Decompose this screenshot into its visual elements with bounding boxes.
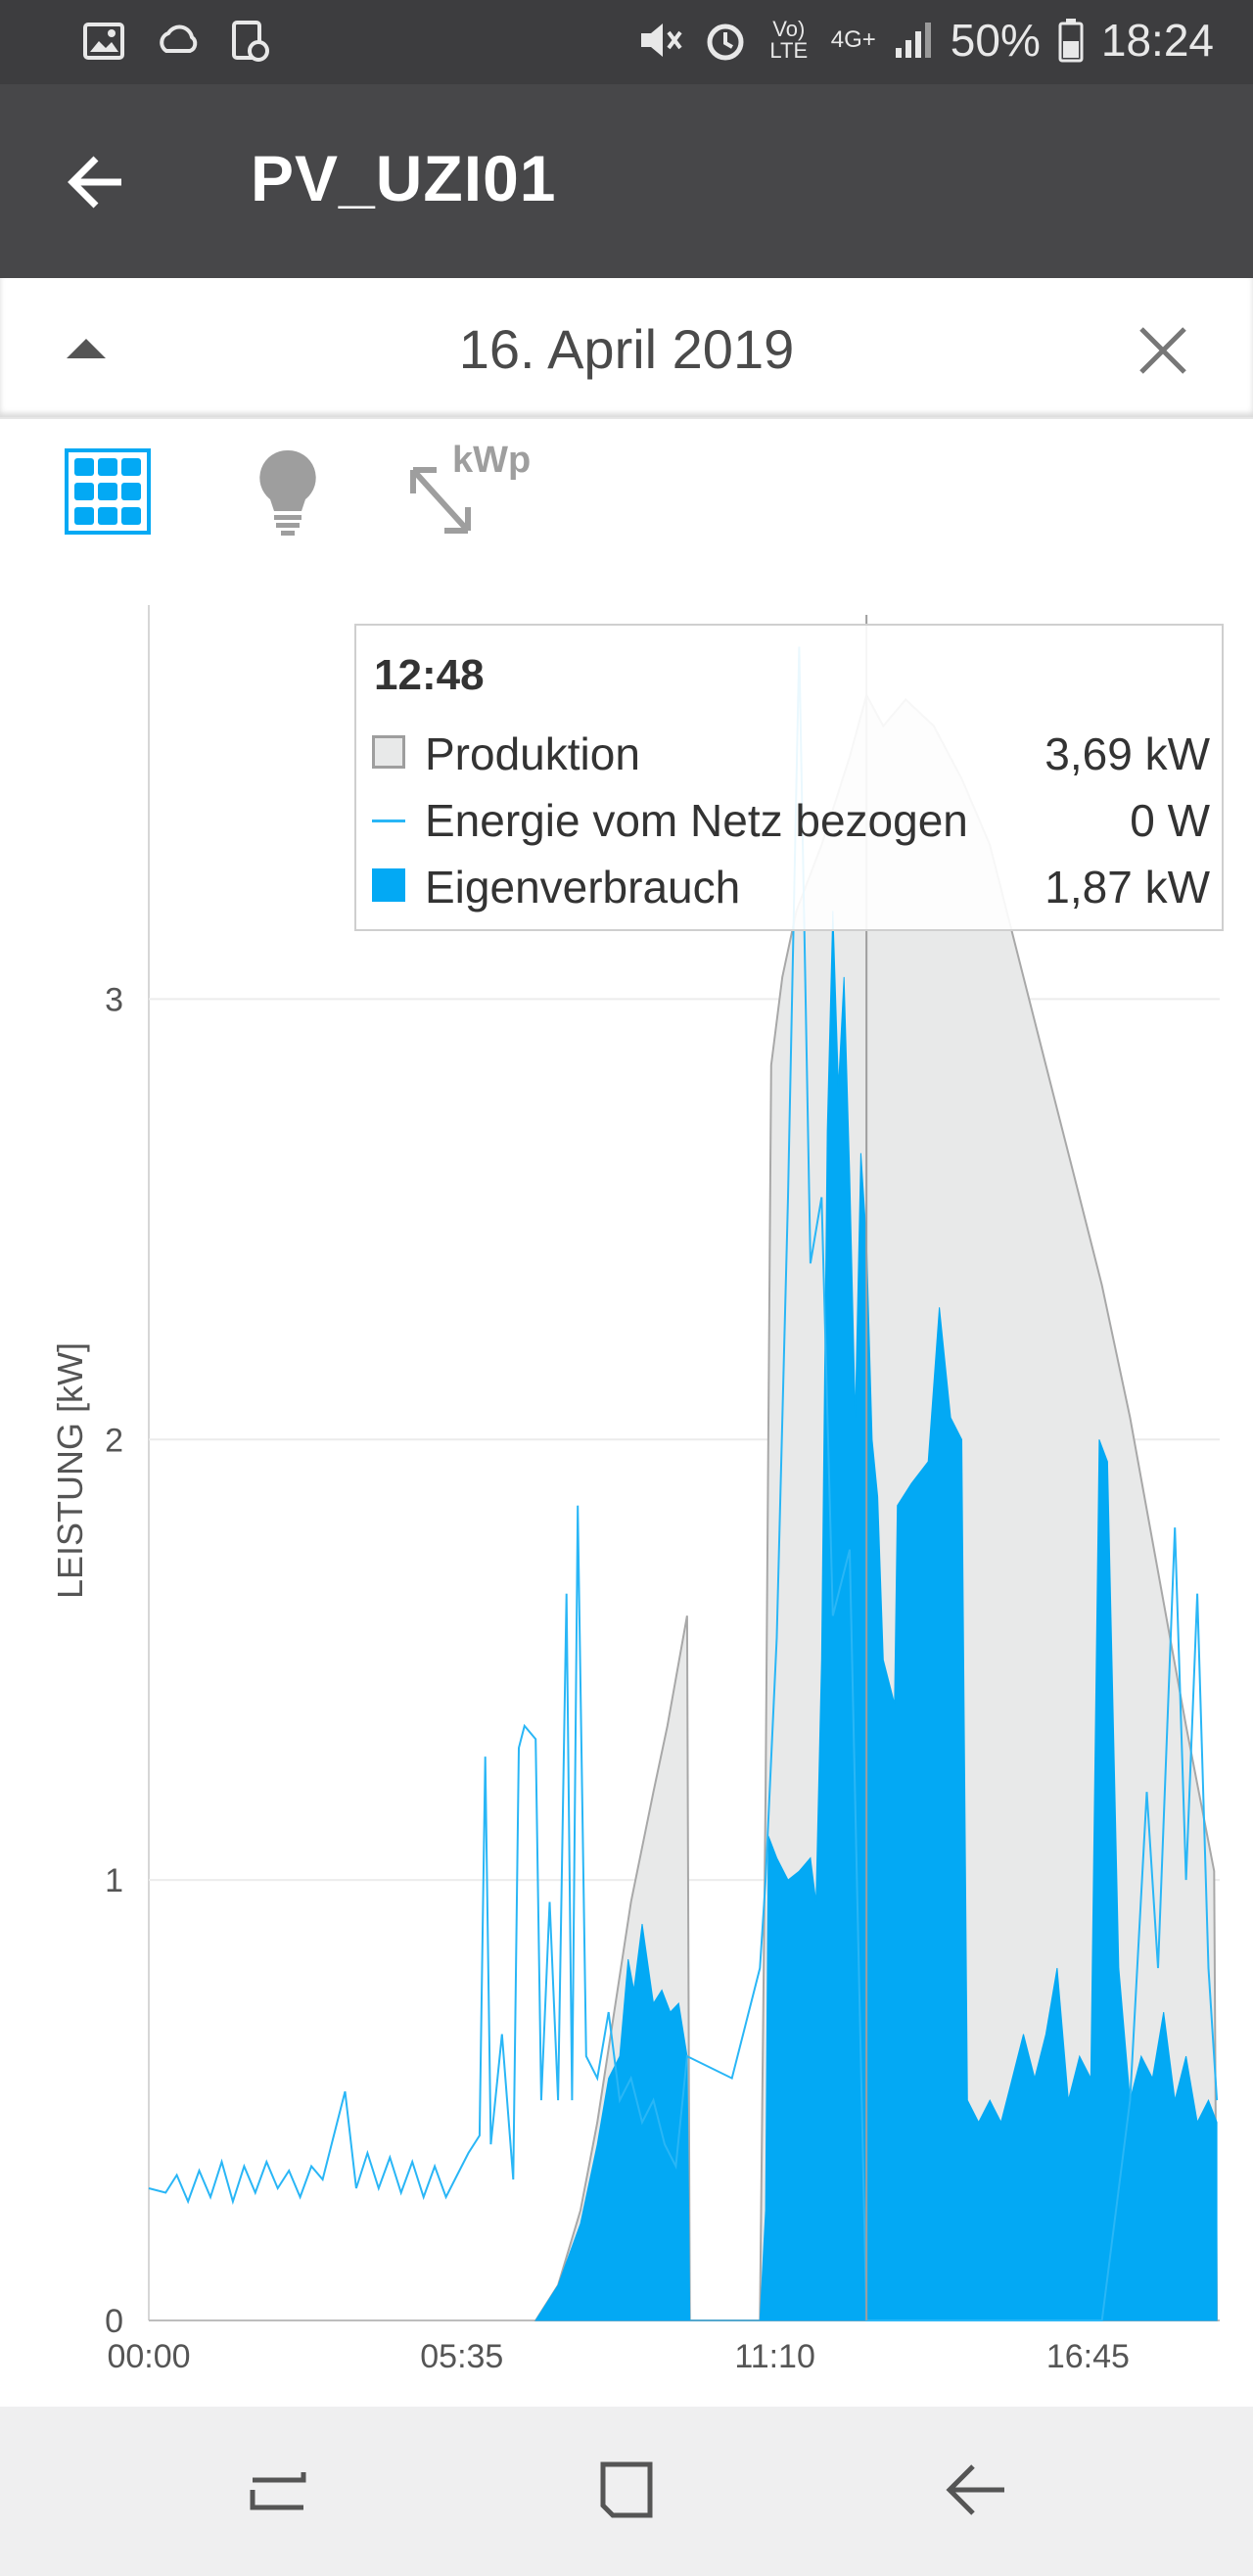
- y-tick-label: 3: [105, 981, 123, 1018]
- cloud-sync-icon: [160, 24, 198, 53]
- image-icon: [83, 23, 124, 60]
- system-icons: Vo) LTE 4G+ 50% 18:24: [637, 14, 1214, 67]
- series-netz-line: [148, 646, 1219, 2321]
- close-button[interactable]: [1134, 321, 1192, 380]
- solar-panel-button[interactable]: [65, 448, 151, 539]
- tooltip-time: 12:48: [374, 651, 485, 699]
- tooltip-label: Produktion: [425, 728, 640, 779]
- power-chart[interactable]: 0 1 2 3 00:00 05:35 11:10 16:45 LEISTUNG [kW]: [0, 566, 1253, 2407]
- recent-apps-button[interactable]: [239, 2451, 317, 2529]
- tooltip-label: Energie vom Netz bezogen: [425, 795, 968, 846]
- y-axis-label: LEISTUNG [kW]: [50, 1342, 90, 1599]
- signal-icon: [895, 23, 931, 58]
- system-nav-bar: [0, 2407, 1253, 2576]
- home-button[interactable]: [587, 2451, 666, 2529]
- kwp-scale-button[interactable]: kWp: [405, 437, 542, 549]
- tooltip-row-netz: Energie vom Netz bezogen 0 W: [372, 790, 1210, 849]
- netz-swatch: [372, 820, 405, 822]
- app-bar: PV_UZI01: [0, 84, 1253, 278]
- lightbulb-icon: [259, 449, 316, 536]
- recent-apps-icon: [250, 2472, 306, 2510]
- date-selector: 16. April 2019: [0, 278, 1253, 419]
- selected-date[interactable]: 16. April 2019: [458, 318, 795, 380]
- y-tick-label: 1: [105, 1862, 123, 1899]
- y-tick-label: 0: [105, 2303, 123, 2340]
- arrow-left-icon: [68, 156, 121, 209]
- chart-toolbar: kWp: [0, 419, 1253, 566]
- nav-back-button[interactable]: [938, 2451, 1016, 2529]
- series-eigenverbrauch-area: [534, 911, 1218, 2321]
- close-icon: [1139, 327, 1186, 374]
- tooltip-row-eigenverbrauch: Eigenverbrauch 1,87 kW: [372, 857, 1210, 915]
- solar-panel-icon: [65, 448, 151, 535]
- tooltip-value: 1,87 kW: [1044, 862, 1210, 913]
- alarm-icon: [707, 23, 744, 61]
- home-icon: [600, 2461, 653, 2518]
- consumption-button[interactable]: [255, 446, 321, 541]
- x-tick-label: 05:35: [420, 2338, 503, 2375]
- kwp-label: kWp: [452, 440, 531, 481]
- back-icon: [946, 2464, 1004, 2515]
- triangle-up-icon: [67, 339, 106, 358]
- network-indicator: 4G+: [830, 26, 876, 53]
- notification-icons: [82, 20, 270, 63]
- tooltip-row-produktion: Produktion 3,69 kW: [372, 724, 1210, 782]
- volte-indicator: Vo) LTE: [769, 17, 809, 63]
- battery-icon: [1058, 19, 1084, 63]
- mute-icon: [640, 23, 682, 57]
- x-tick-label: 00:00: [107, 2338, 190, 2375]
- battery-percent: 50%: [950, 15, 1041, 66]
- kwp-scale-icon: kWp: [410, 440, 531, 534]
- collapse-button[interactable]: [65, 333, 108, 362]
- alarm-file-icon: [232, 21, 269, 62]
- x-tick-label: 16:45: [1046, 2338, 1130, 2375]
- back-button[interactable]: [59, 143, 137, 221]
- y-tick-label: 2: [105, 1422, 123, 1459]
- clock: 18:24: [1100, 15, 1214, 66]
- chart-tooltip: 12:48 Produktion 3,69 kW Energie vom Net…: [354, 624, 1224, 931]
- x-tick-label: 11:10: [734, 2338, 815, 2375]
- tooltip-value: 3,69 kW: [1044, 728, 1210, 779]
- status-bar: Vo) LTE 4G+ 50% 18:24: [0, 0, 1253, 84]
- produktion-swatch: [372, 735, 405, 769]
- eigenverbrauch-swatch: [372, 868, 405, 902]
- tooltip-label: Eigenverbrauch: [425, 862, 741, 913]
- page-title: PV_UZI01: [251, 142, 557, 214]
- tooltip-value: 0 W: [1130, 795, 1210, 846]
